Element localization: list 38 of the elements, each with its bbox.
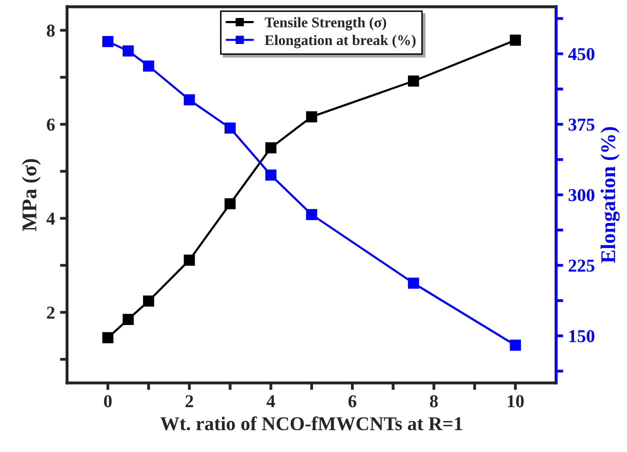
point <box>306 209 318 220</box>
y-tick-label: 6 <box>46 118 55 131</box>
y2-tick-label: 450 <box>568 48 594 60</box>
y-axis-title: MPa (σ) <box>22 159 41 232</box>
point <box>224 122 236 134</box>
x-tick-label: 10 <box>508 395 524 408</box>
y-tick-label: 2 <box>47 306 55 319</box>
y2-tick-label: 300 <box>568 189 594 202</box>
y2-tick-label: 225 <box>568 260 594 272</box>
x-tick-label: 8 <box>430 395 438 408</box>
y2-tick-label: 375 <box>568 118 594 131</box>
point <box>143 60 154 72</box>
point <box>122 45 134 57</box>
point <box>184 94 195 106</box>
point <box>102 332 114 344</box>
y-tick-label: 8 <box>46 24 55 37</box>
x-tick-label: 0 <box>104 395 112 408</box>
point <box>122 314 134 325</box>
legend-label: Elongation at break (%) <box>264 34 416 48</box>
x-tick-label: 2 <box>186 395 194 408</box>
point <box>143 295 154 307</box>
point <box>408 278 420 289</box>
point <box>510 340 521 351</box>
point <box>102 36 114 48</box>
point <box>265 142 276 154</box>
point <box>184 254 195 266</box>
y2-axis-title: Elongation (%) <box>600 127 620 264</box>
x-tick-label: 4 <box>266 395 276 408</box>
x-tick-label: 6 <box>348 395 356 408</box>
point <box>510 34 521 46</box>
y2-tick-label: 150 <box>569 330 594 342</box>
y-tick-label: 4 <box>46 212 55 225</box>
point <box>224 198 236 210</box>
x-axis-title: Wt. ratio of NCO-fMWCNTs at R=1 <box>160 416 462 430</box>
legend-label: Tensile Strength (σ) <box>264 17 386 30</box>
point <box>265 170 276 181</box>
point <box>306 111 318 122</box>
point <box>408 75 420 87</box>
